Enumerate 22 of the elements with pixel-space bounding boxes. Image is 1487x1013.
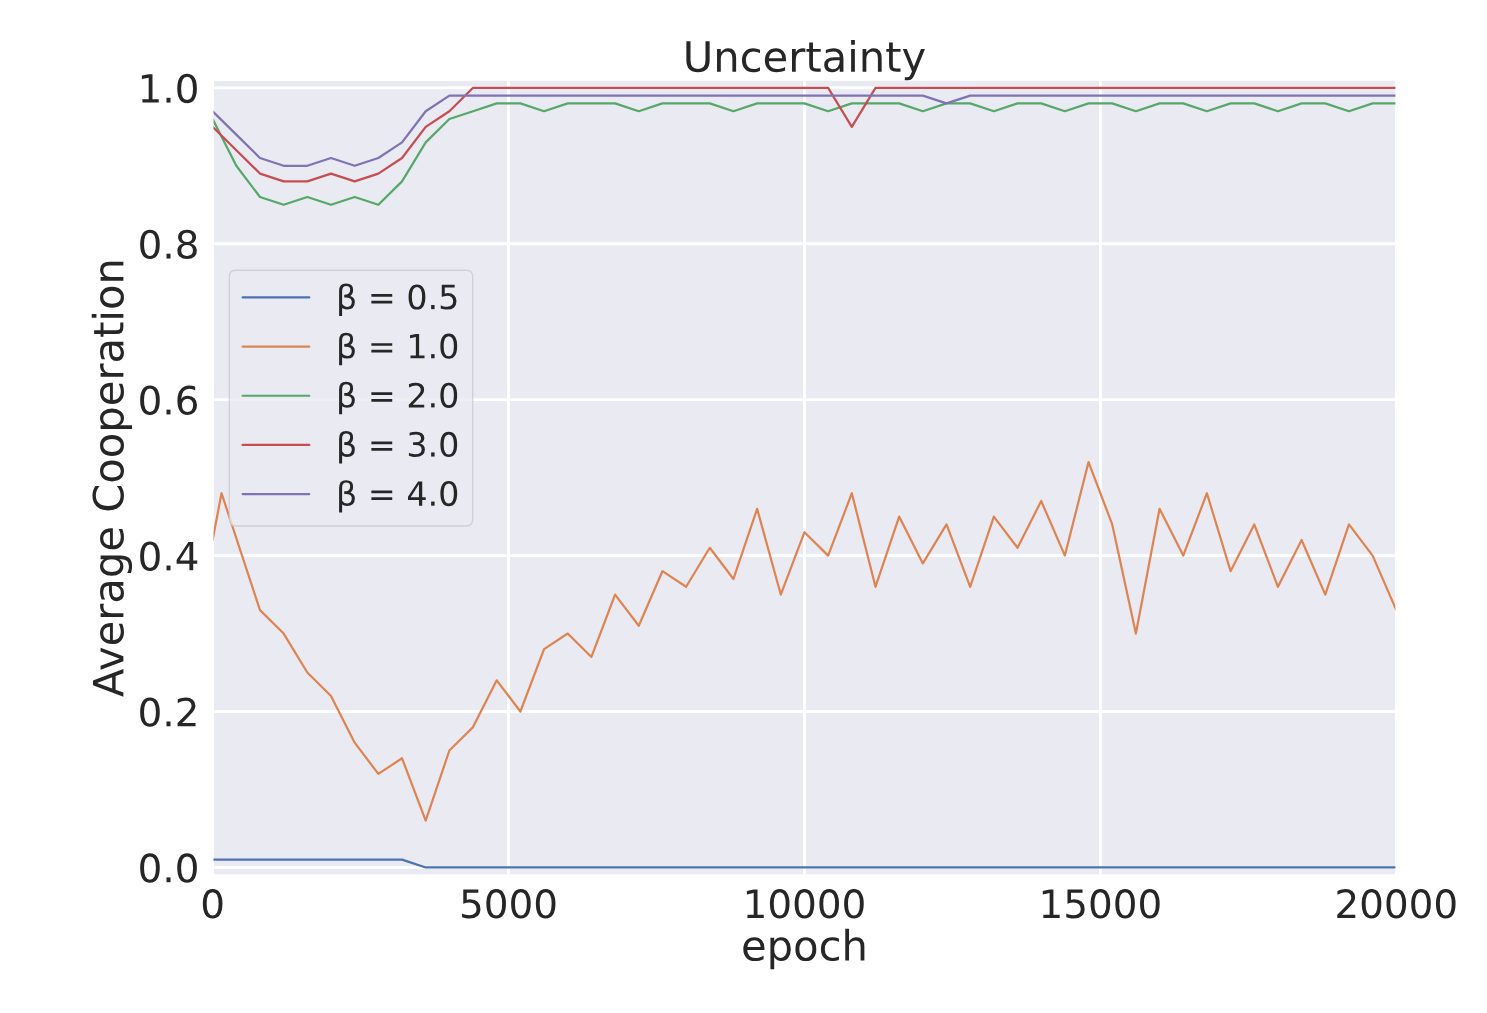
legend-label: β = 0.5 <box>339 283 457 317</box>
line-series <box>212 94 1397 167</box>
y-tick-label: 0.2 <box>140 697 196 727</box>
legend-label: β = 4.0 <box>339 480 458 513</box>
line-series <box>212 102 1397 206</box>
y-tick-label: 1.0 <box>141 73 197 104</box>
x-axis-title: epoch <box>743 928 865 970</box>
y-tick-label: 0.4 <box>140 541 198 571</box>
x-tick-label: 20000 <box>1337 889 1456 919</box>
y-tick-label: 0.6 <box>140 385 197 415</box>
line-series <box>212 86 1397 183</box>
x-tick-label: 10000 <box>746 889 864 919</box>
y-tick-label: 0.8 <box>140 229 197 260</box>
legend-label: β = 3.0 <box>339 431 458 464</box>
legend-label: β = 2.0 <box>339 381 458 415</box>
x-tick-label: 15000 <box>1042 889 1160 919</box>
legend-label: β = 1.0 <box>339 332 458 366</box>
x-tick-label: 0 <box>202 889 223 919</box>
y-tick-label: 0.0 <box>140 853 197 883</box>
x-tick-label: 5000 <box>462 889 556 919</box>
y-axis-title: Average Cooperation <box>91 261 133 697</box>
chart-title: Uncertainty <box>686 40 925 81</box>
